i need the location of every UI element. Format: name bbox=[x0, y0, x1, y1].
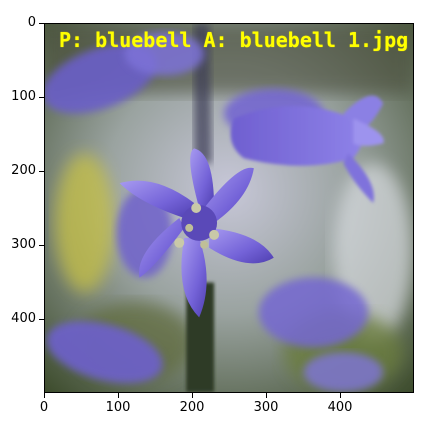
x-tick-label: 300 bbox=[253, 400, 279, 415]
y-tick-label: 400 bbox=[11, 311, 36, 326]
x-tick-label: 0 bbox=[39, 400, 49, 415]
x-tickmark bbox=[118, 393, 119, 398]
y-tickmark bbox=[39, 319, 44, 320]
bluebell-photo bbox=[45, 24, 413, 392]
image-axes: P: bluebell A: bluebell 1.jpg bbox=[44, 23, 414, 393]
x-tickmark bbox=[192, 393, 193, 398]
y-tick-label: 0 bbox=[27, 15, 36, 30]
x-tickmark bbox=[340, 393, 341, 398]
x-tickmark bbox=[44, 393, 45, 398]
y-tickmark bbox=[39, 171, 44, 172]
x-tick-label: 100 bbox=[105, 400, 131, 415]
y-tickmark bbox=[39, 97, 44, 98]
prediction-label: P: bluebell A: bluebell 1.jpg bbox=[59, 28, 409, 52]
x-tickmark bbox=[266, 393, 267, 398]
y-tickmark bbox=[39, 23, 44, 24]
y-tick-label: 200 bbox=[11, 163, 36, 178]
y-tick-label: 300 bbox=[11, 237, 36, 252]
y-tickmark bbox=[39, 245, 44, 246]
x-tick-label: 200 bbox=[179, 400, 205, 415]
x-tick-label: 400 bbox=[327, 400, 353, 415]
y-tick-label: 100 bbox=[11, 89, 36, 104]
